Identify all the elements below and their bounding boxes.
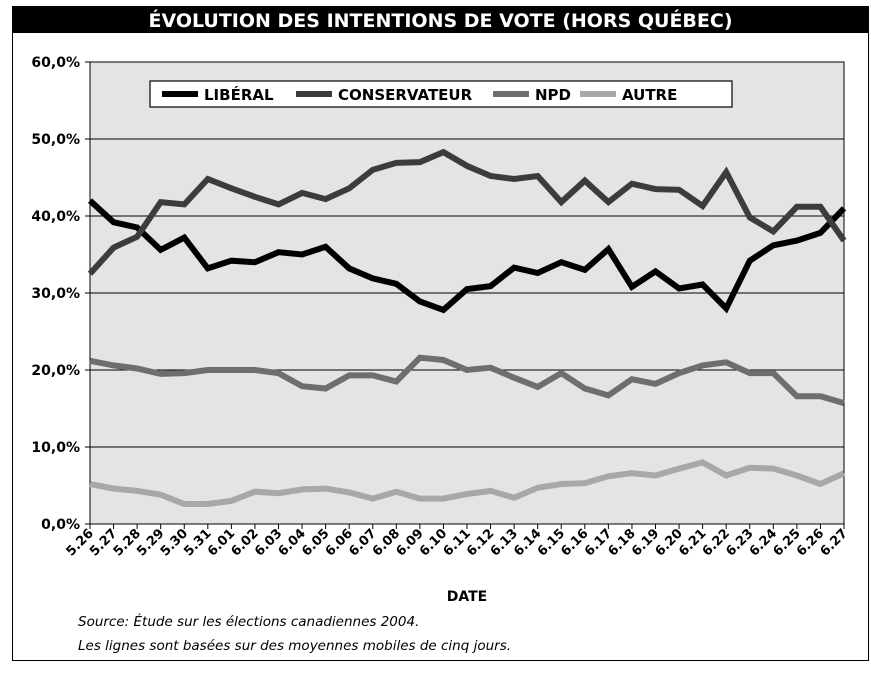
series-line-autre [89,459,846,507]
legend-label: AUTRE [622,86,677,104]
x-axis-ticks: 5.265.275.285.295.305.316.016.026.036.04… [64,524,851,560]
x-axis-label: DATE [447,589,487,605]
legend-box [149,80,733,108]
series-line-conservateur [87,148,847,276]
source-line: Source: Étude sur les élections canadien… [78,614,420,630]
y-tick-label: 50,0% [31,132,80,148]
y-axis-ticks: 0,0% 10,0% 20,0% 30,0% 40,0% 50,0% 60,0% [31,55,90,533]
y-tick-label: 40,0% [31,209,80,225]
legend-label: CONSERVATEUR [338,86,473,104]
legend-label: NPD [535,86,571,104]
y-tick-label: 10,0% [31,440,80,456]
y-tick-label: 60,0% [31,55,80,71]
series-line-libral [87,198,847,314]
note-line: Les lignes sont basées sur des moyennes … [78,638,512,654]
y-tick-label: 0,0% [41,517,80,533]
x-tick-label: 6.27 [818,526,851,559]
series-lines [87,148,847,507]
legend-label: LIBÉRAL [204,85,274,104]
series-line-npd [89,354,845,406]
y-tick-label: 20,0% [31,363,80,379]
y-tick-label: 30,0% [31,286,80,302]
chart-title: ÉVOLUTION DES INTENTIONS DE VOTE (HORS Q… [13,7,868,33]
legend: LIBÉRAL CONSERVATEUR NPD AUTRE [149,80,733,108]
